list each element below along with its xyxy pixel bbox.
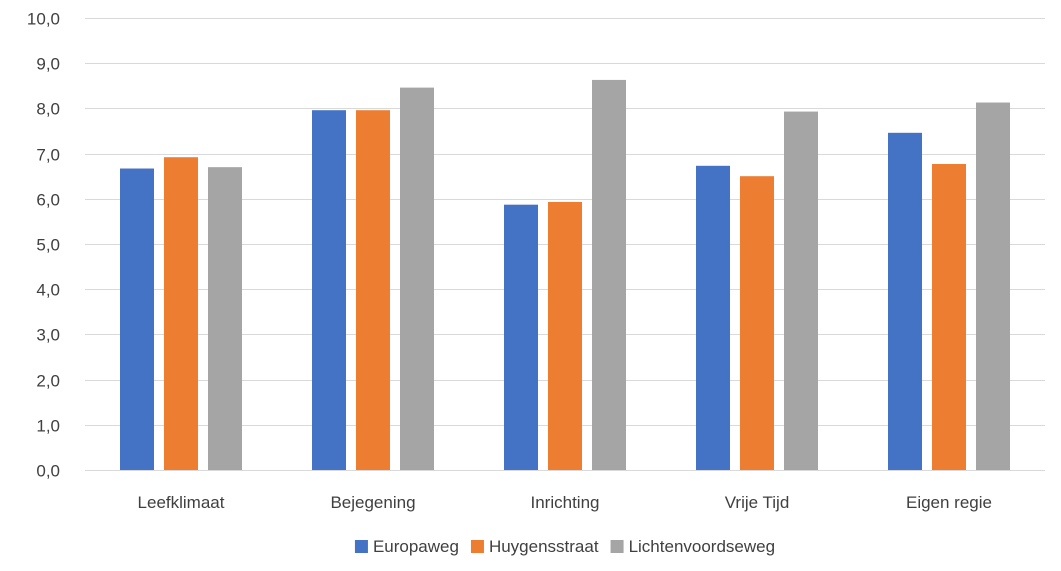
y-tick-label: 8,0 xyxy=(36,100,60,119)
y-axis-tick-labels: 0,0 1,0 2,0 3,0 4,0 5,0 6,0 7,0 8,0 9,0 10,0 xyxy=(27,10,60,481)
bar xyxy=(740,176,774,470)
legend-item: Europaweg xyxy=(354,537,459,556)
y-tick-label: 0,0 xyxy=(36,462,60,481)
x-category-label: Vrije Tijd xyxy=(725,493,790,512)
bar xyxy=(592,79,626,470)
bar xyxy=(504,204,538,470)
legend-item: Lichtenvoordseweg xyxy=(610,537,775,556)
bar xyxy=(312,110,346,470)
bar xyxy=(548,201,582,471)
bar xyxy=(356,110,390,470)
x-category-label: Inrichting xyxy=(531,493,600,512)
bar xyxy=(164,157,198,470)
bar xyxy=(888,132,922,471)
y-tick-label: 3,0 xyxy=(36,326,60,345)
bar xyxy=(932,163,966,470)
x-category-label: Eigen regie xyxy=(906,493,992,512)
bar xyxy=(976,102,1010,471)
legend-label: Lichtenvoordseweg xyxy=(629,537,775,556)
legend-label: Europaweg xyxy=(373,537,459,556)
legend-swatch xyxy=(470,540,484,553)
bar xyxy=(208,167,242,470)
bars xyxy=(120,79,1010,471)
x-axis-category-labels: Leefklimaat Bejegening Inrichting Vrije Tij… xyxy=(138,493,992,512)
legend: Europaweg Huygensstraat Lichtenvoordseweg xyxy=(354,537,775,556)
y-tick-label: 2,0 xyxy=(36,372,60,391)
y-tick-label: 9,0 xyxy=(36,55,60,74)
y-tick-label: 10,0 xyxy=(27,10,60,29)
y-tick-label: 7,0 xyxy=(36,146,60,165)
y-tick-label: 4,0 xyxy=(36,281,60,300)
bar xyxy=(400,87,434,470)
bar xyxy=(696,165,730,470)
legend-swatch xyxy=(354,540,368,553)
legend-swatch xyxy=(610,540,624,553)
y-tick-label: 6,0 xyxy=(36,191,60,210)
legend-label: Huygensstraat xyxy=(489,537,599,556)
y-tick-label: 1,0 xyxy=(36,417,60,436)
x-category-label: Bejegening xyxy=(330,493,415,512)
legend-item: Huygensstraat xyxy=(470,537,599,556)
y-tick-label: 5,0 xyxy=(36,236,60,255)
bar xyxy=(120,168,154,471)
x-category-label: Leefklimaat xyxy=(138,493,225,512)
bar xyxy=(784,111,818,471)
